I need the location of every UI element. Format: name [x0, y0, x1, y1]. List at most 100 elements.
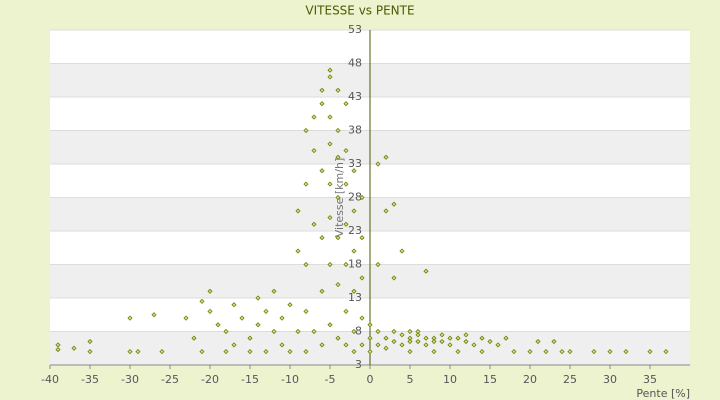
point [327, 74, 333, 80]
point [391, 338, 397, 345]
x-tick-label: 20 [523, 373, 537, 386]
point [439, 338, 445, 345]
point [623, 349, 629, 355]
point [455, 349, 461, 355]
point [207, 288, 213, 294]
point [311, 221, 317, 227]
x-tick-label: 5 [407, 373, 414, 386]
point [647, 349, 653, 355]
x-tick-label: -25 [161, 373, 179, 386]
point [343, 148, 349, 154]
point [375, 342, 381, 348]
point [511, 349, 517, 355]
y-tick-label: 53 [348, 23, 362, 36]
point [343, 308, 349, 314]
y-tick-label: 43 [348, 90, 362, 103]
point [135, 349, 141, 355]
chart-title: VITESSE vs PENTE [305, 4, 414, 18]
point [351, 168, 357, 174]
point [215, 322, 221, 328]
point [343, 221, 349, 227]
point [327, 322, 333, 328]
point [343, 342, 349, 348]
point [287, 349, 293, 355]
point [463, 332, 469, 338]
point [311, 148, 317, 154]
point [295, 328, 301, 335]
point [223, 328, 229, 335]
point [231, 342, 237, 348]
point [319, 235, 325, 241]
point [503, 335, 509, 341]
point [295, 248, 301, 254]
point [335, 335, 341, 341]
y-tick-label: 33 [348, 157, 362, 170]
point [87, 349, 93, 355]
point [399, 342, 405, 348]
point [127, 315, 133, 321]
point [487, 338, 493, 345]
point [383, 345, 389, 351]
point [415, 338, 421, 345]
point [607, 349, 613, 355]
point [463, 338, 469, 345]
point [551, 338, 557, 345]
point [527, 349, 533, 355]
point [183, 315, 189, 321]
point [367, 335, 373, 341]
point [207, 308, 213, 314]
point [375, 261, 381, 268]
point [319, 168, 325, 174]
point [351, 288, 357, 294]
point [359, 315, 365, 321]
point [447, 342, 453, 348]
x-tick-label: -20 [201, 373, 219, 386]
point [223, 349, 229, 355]
point [455, 335, 461, 341]
x-tick-label: -35 [81, 373, 99, 386]
point [319, 87, 325, 93]
x-tick-label: 0 [367, 373, 374, 386]
point [55, 347, 61, 353]
point [351, 328, 357, 335]
point [55, 342, 61, 348]
point [535, 338, 541, 345]
x-tick-label: -5 [325, 373, 336, 386]
point [327, 215, 333, 221]
point [591, 349, 597, 355]
point [239, 315, 245, 321]
point [263, 349, 269, 355]
point [471, 342, 477, 348]
point [423, 268, 429, 274]
point [343, 101, 349, 107]
point [335, 87, 341, 93]
point [271, 288, 277, 294]
y-tick-label: 28 [348, 191, 362, 204]
point [247, 335, 253, 341]
point [407, 338, 413, 345]
point [303, 308, 309, 314]
point [199, 298, 205, 304]
point [279, 342, 285, 348]
point [191, 335, 197, 341]
y-tick-label: 48 [348, 57, 362, 70]
point [271, 328, 277, 335]
point [327, 114, 333, 120]
point [359, 235, 365, 241]
point [375, 161, 381, 167]
point [495, 342, 501, 348]
point [423, 335, 429, 341]
point [231, 302, 237, 308]
point [367, 322, 373, 328]
point [391, 201, 397, 207]
point [319, 342, 325, 348]
point [559, 349, 565, 355]
point [359, 342, 365, 348]
point [303, 261, 309, 268]
point [383, 208, 389, 214]
point [431, 338, 437, 345]
x-tick-label: -10 [281, 373, 299, 386]
point [479, 335, 485, 341]
point [439, 332, 445, 338]
